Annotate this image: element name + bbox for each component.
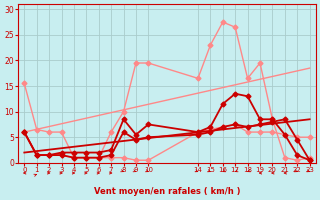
X-axis label: Vent moyen/en rafales ( km/h ): Vent moyen/en rafales ( km/h ) (94, 187, 240, 196)
